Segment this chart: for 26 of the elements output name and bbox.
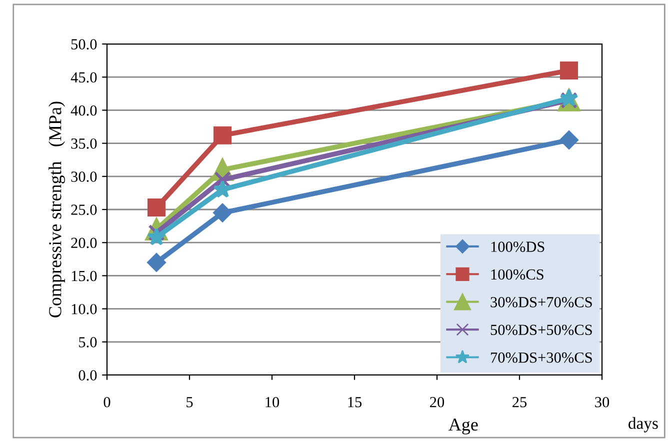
x-tick-label: 20 (430, 396, 444, 408)
x-tick-label: 30 (595, 396, 610, 408)
y-tick-label: 20.0 (71, 238, 97, 248)
x-tick-label: 5 (186, 397, 193, 408)
legend-label: 50%DS+50%CS (490, 324, 592, 336)
y-tick-label: 30.0 (71, 172, 97, 182)
x-tick-label: 10 (266, 396, 280, 408)
y-axis-title: Compressive strength (MPa) (48, 102, 65, 318)
x-tick-label: 0 (104, 396, 110, 408)
y-tick-label: 40.0 (70, 105, 97, 116)
x-tick-label: 15 (348, 397, 362, 408)
x-axis-title: Age (448, 418, 478, 434)
text: days (628, 417, 658, 432)
y-tick-label: 35.0 (71, 138, 97, 149)
y-tick-label: 5.0 (79, 337, 97, 348)
legend-label: 30%DS+70%CS (490, 297, 592, 308)
y-tick-label: 25.0 (71, 204, 97, 216)
x-tick-label: 25 (512, 397, 527, 408)
legend-label: 70%DS+30%CS (491, 352, 592, 363)
y-tick-label: 0.0 (78, 370, 97, 381)
y-tick-label: 15.0 (72, 270, 97, 282)
legend-label: 100%DS (491, 242, 544, 252)
y-tick-label: 50.0 (71, 39, 97, 50)
y-tick-label: 45.0 (70, 72, 97, 83)
legend-label: 100%CS (491, 269, 544, 280)
y-tick-label: 10.0 (72, 304, 97, 314)
